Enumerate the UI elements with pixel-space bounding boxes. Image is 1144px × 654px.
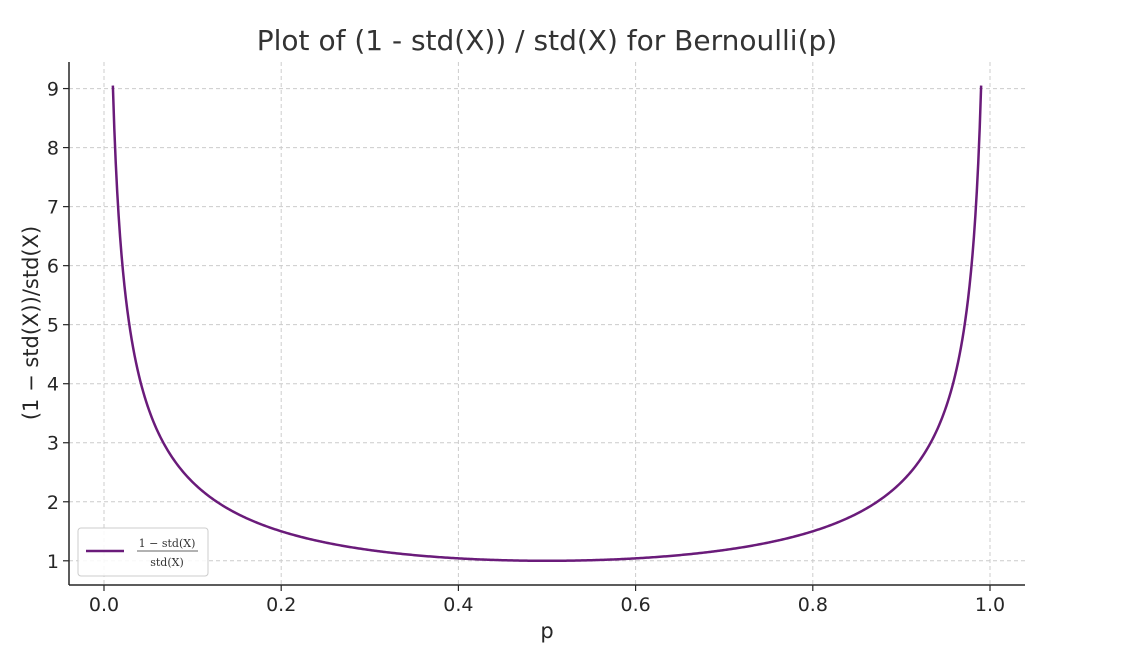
legend: 1 − std(X) std(X)	[77, 527, 209, 577]
y-tick-label: 3	[47, 433, 59, 455]
axes	[68, 62, 1025, 586]
x-axis-label: p	[540, 619, 553, 643]
y-tick-label: 4	[47, 374, 59, 396]
y-tick-label: 8	[47, 138, 59, 160]
y-tick-label: 9	[47, 79, 59, 101]
x-tick-label: 0.8	[798, 594, 828, 616]
series-line	[111, 85, 983, 563]
grid-lines	[69, 62, 1025, 585]
series-layer	[111, 85, 983, 563]
legend-denominator: std(X)	[150, 556, 184, 569]
y-tick-label: 6	[47, 256, 59, 278]
y-axis-label: (1 − std(X))/std(X)	[19, 226, 43, 420]
x-tick-label: 0.0	[89, 594, 119, 616]
y-tick-label: 7	[47, 197, 59, 219]
x-tick-label: 0.4	[443, 594, 473, 616]
chart-title: Plot of (1 - std(X)) / std(X) for Bernou…	[257, 24, 837, 57]
x-tick-label: 0.2	[266, 594, 296, 616]
y-axis-ticks: 1 2 3 4 5 6 7 8 9	[47, 79, 69, 573]
x-tick-label: 0.6	[620, 594, 650, 616]
x-axis-ticks: 0.0 0.2 0.4 0.6 0.8 1.0	[89, 585, 1005, 616]
y-tick-label: 1	[47, 551, 59, 573]
legend-box	[77, 527, 209, 577]
legend-numerator: 1 − std(X)	[139, 537, 196, 550]
y-tick-label: 5	[47, 315, 59, 337]
y-tick-label: 2	[47, 492, 59, 514]
x-tick-label: 1.0	[975, 594, 1005, 616]
